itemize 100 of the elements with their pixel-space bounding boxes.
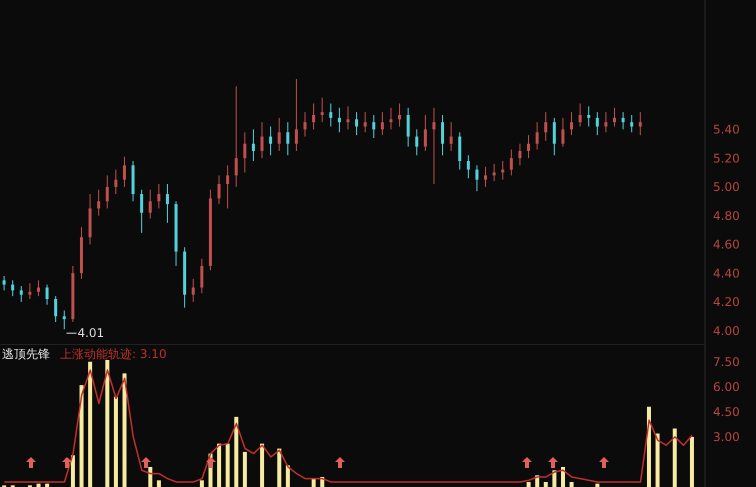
bar: [656, 434, 660, 487]
candlestick: [192, 278, 195, 302]
candlestick: [140, 189, 144, 234]
candlestick: [441, 114, 444, 156]
candlestick: [312, 103, 316, 130]
candlestick: [278, 117, 281, 152]
bar: [70, 455, 75, 487]
y-tick-label: 4.80: [713, 208, 740, 223]
candlestick: [36, 280, 40, 297]
bar: [690, 436, 694, 487]
bar: [570, 482, 574, 487]
y-tick-label: 6.00: [713, 380, 740, 394]
candlestick: [269, 126, 272, 156]
candlestick: [613, 107, 616, 127]
bar: [200, 480, 204, 487]
bar: [595, 484, 600, 487]
candlestick: [97, 189, 100, 216]
candlestick: [106, 174, 109, 209]
candlestick: [536, 122, 539, 150]
candlestick: [622, 112, 625, 130]
candlestick: [252, 128, 255, 162]
candlestick: [122, 156, 126, 188]
candlestick: [260, 122, 264, 159]
bar: [36, 484, 41, 487]
bar: [526, 482, 531, 487]
candlestick: [510, 149, 513, 176]
candlestick: [570, 112, 574, 136]
candlestick: [406, 107, 410, 148]
y-tick-label: 5.20: [713, 151, 740, 166]
candlestick: [54, 296, 58, 322]
bar: [242, 452, 247, 487]
candlestick: [578, 103, 582, 127]
candlestick: [501, 160, 504, 180]
candlestick: [226, 164, 230, 209]
candlestick: [243, 132, 246, 173]
candlestick: [492, 163, 496, 182]
candlestick: [450, 122, 453, 152]
candlestick: [596, 112, 599, 136]
bar: [646, 406, 651, 487]
candlestick: [218, 174, 221, 205]
bar: [544, 482, 548, 487]
candlestick: [166, 184, 169, 224]
candlestick: [630, 114, 634, 133]
candlestick: [484, 166, 488, 188]
candlestick: [415, 128, 418, 156]
y-tick-label: 4.00: [713, 324, 740, 338]
y-tick-label: 4.40: [713, 266, 740, 280]
candlestick: [587, 106, 590, 127]
candlestick: [234, 86, 238, 188]
annotation: 上涨动能轨迹: 3.10: [60, 346, 167, 363]
bar: [105, 360, 110, 487]
y-tick-label: 4.50: [713, 405, 740, 420]
candlestick: [329, 103, 332, 127]
bar: [122, 373, 127, 487]
candlestick: [475, 164, 478, 192]
candlestick: [380, 112, 384, 136]
y-tick-label: 4.20: [713, 295, 740, 310]
candlestick: [364, 112, 367, 133]
candlestick: [286, 122, 290, 156]
bar: [80, 385, 84, 487]
annotation: 4.01: [77, 326, 104, 340]
candlestick: [46, 284, 49, 306]
bar: [672, 428, 677, 487]
candlestick: [432, 107, 436, 184]
y-tick-label: 5.40: [713, 122, 740, 137]
candlestick: [355, 112, 358, 136]
candlestick: [604, 112, 608, 133]
candlestick: [466, 154, 470, 179]
y-tick-label: 5.00: [713, 180, 740, 194]
candlestick: [561, 117, 564, 148]
y-tick-label: 3.00: [713, 430, 740, 444]
candlestick: [518, 143, 522, 166]
candlestick: [320, 97, 324, 123]
candlestick: [527, 134, 530, 159]
bar: [45, 484, 50, 487]
bar: [88, 362, 92, 487]
bar: [286, 465, 290, 487]
bar: [226, 444, 230, 487]
candlestick: [20, 286, 23, 302]
y-tick-label: 4.60: [713, 238, 740, 252]
line-series: [4, 369, 693, 483]
candlestick: [303, 112, 306, 138]
candlestick: [398, 103, 402, 127]
bar: [114, 396, 118, 487]
candlestick: [2, 276, 6, 291]
bar: [156, 480, 161, 487]
candlestick: [157, 184, 160, 209]
y-tick-label: 7.50: [713, 354, 740, 369]
candlestick: [638, 112, 642, 136]
candlestick: [11, 280, 14, 297]
candlestick: [424, 114, 427, 152]
candlestick: [544, 112, 548, 142]
candlestick: [114, 169, 118, 195]
candlestick: [552, 117, 556, 156]
bar: [277, 448, 282, 487]
chart-title: 逃顶先锋: [2, 346, 50, 363]
bar: [560, 466, 565, 487]
candlestick: [294, 78, 298, 152]
bar: [234, 416, 238, 487]
bar: [217, 444, 222, 487]
